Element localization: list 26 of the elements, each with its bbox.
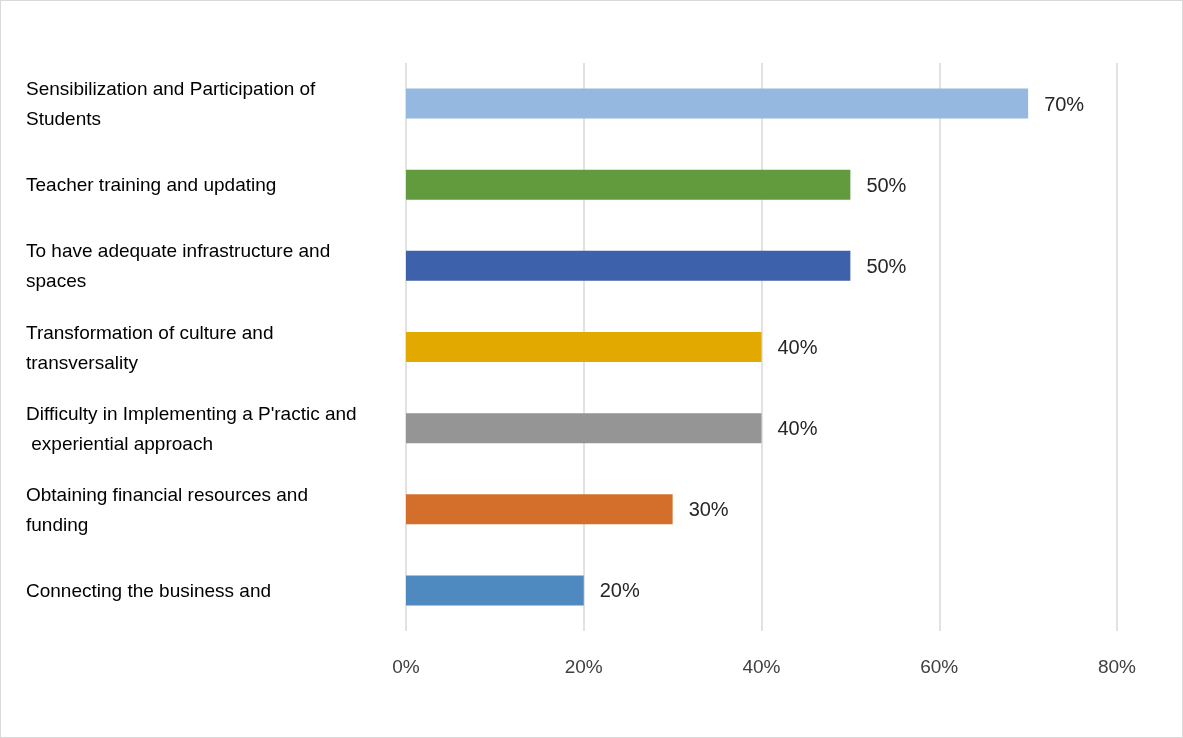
y-tick-label: Difficulty in Implementing a P'ractic and experiential approach <box>26 402 357 454</box>
data-label: 30% <box>688 498 729 521</box>
x-tick-label: 40% <box>742 656 781 677</box>
x-tick-label: 0% <box>392 656 420 677</box>
y-tick-label: Sensibilization and Participation of Students <box>26 78 321 130</box>
data-label: 40% <box>777 417 818 440</box>
data-label: 70% <box>1044 92 1085 115</box>
bar <box>406 494 673 525</box>
bar <box>406 331 762 363</box>
data-label: 40% <box>777 336 818 358</box>
x-tick-label: 60% <box>920 656 959 677</box>
y-tick-label: Connecting the business and <box>26 579 272 601</box>
data-label: 50% <box>866 173 907 196</box>
data-label: 50% <box>866 254 907 277</box>
bar <box>406 169 851 200</box>
y-tick-label: Obtaining financial resources and funding <box>26 483 314 535</box>
y-tick-label: To have adequate infrastructure and spaces <box>26 240 336 292</box>
x-tick-label: 80% <box>1097 656 1137 677</box>
bar <box>406 250 851 281</box>
bar <box>406 575 584 606</box>
bar <box>406 88 1029 119</box>
bar <box>406 413 762 444</box>
y-tick-label: Teacher training and updating <box>26 174 277 196</box>
y-tick-label: Transformation of culture and transversality <box>26 321 279 373</box>
x-tick-label: 20% <box>564 656 603 677</box>
data-label: 20% <box>599 579 640 602</box>
